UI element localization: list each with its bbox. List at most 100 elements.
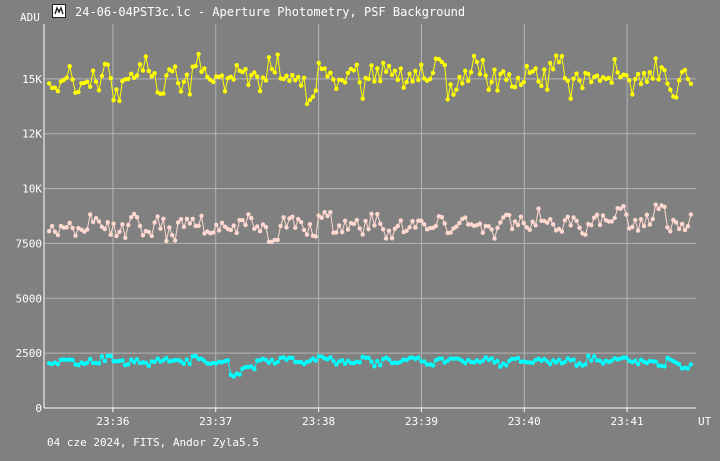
data-point: [284, 225, 289, 230]
data-point: [644, 212, 650, 217]
data-point: [381, 60, 386, 66]
data-point: [88, 356, 93, 362]
data-point: [463, 68, 468, 74]
data-point: [202, 66, 207, 71]
data-point: [351, 221, 357, 227]
data-point: [190, 216, 195, 221]
data-point: [228, 74, 233, 80]
data-point: [662, 68, 667, 73]
data-point: [468, 70, 474, 75]
data-point: [565, 214, 570, 219]
data-point: [665, 81, 670, 86]
data-point: [577, 225, 582, 230]
data-point: [313, 234, 318, 239]
data-point: [134, 215, 140, 220]
chart-series: [46, 51, 694, 379]
data-point: [64, 225, 69, 230]
data-point: [533, 223, 538, 228]
data-point: [252, 226, 257, 231]
data-point: [647, 70, 652, 75]
data-point: [633, 217, 638, 223]
data-point: [630, 224, 635, 230]
data-point: [240, 69, 245, 75]
data-point: [298, 83, 304, 88]
data-point: [662, 204, 667, 210]
data-point: [246, 82, 251, 88]
data-point: [222, 89, 228, 94]
data-point: [410, 79, 415, 84]
data-point: [404, 79, 409, 85]
data-point: [562, 218, 568, 223]
data-point: [512, 85, 518, 90]
data-point: [685, 366, 691, 371]
data-point: [366, 355, 371, 360]
data-point: [612, 57, 617, 62]
app-logo-icon[interactable]: [52, 4, 66, 18]
data-point: [219, 73, 225, 78]
data-point: [688, 212, 694, 217]
data-point: [363, 218, 368, 224]
data-point: [178, 89, 184, 94]
data-point: [255, 74, 260, 79]
data-point: [243, 222, 248, 228]
data-point: [597, 222, 603, 228]
data-point: [630, 92, 635, 97]
data-point: [193, 63, 198, 69]
data-point: [612, 215, 617, 221]
data-point: [328, 355, 333, 360]
data-point: [269, 66, 274, 72]
data-point: [123, 235, 128, 240]
data-point: [545, 359, 550, 364]
data-point: [342, 80, 348, 85]
data-point: [278, 223, 283, 229]
data-point: [266, 55, 272, 60]
data-point: [266, 360, 272, 365]
data-point: [515, 75, 521, 81]
data-point: [419, 218, 424, 223]
data-point: [404, 228, 409, 233]
data-point: [542, 356, 547, 362]
data-point: [448, 230, 453, 235]
data-point: [545, 220, 550, 225]
series-line-pink: [48, 203, 692, 243]
data-point: [76, 362, 81, 368]
data-point: [88, 212, 93, 217]
data-point: [553, 53, 559, 58]
data-point: [281, 76, 286, 82]
data-point: [55, 361, 61, 367]
data-point: [366, 227, 371, 232]
data-point: [272, 70, 277, 75]
data-point: [375, 358, 380, 364]
y-tick-label: 2500: [16, 347, 43, 360]
data-point: [559, 229, 565, 234]
data-point: [624, 73, 629, 78]
y-tick-label: 0: [35, 402, 42, 415]
data-point: [580, 85, 585, 91]
data-point: [656, 206, 661, 212]
data-point: [568, 223, 573, 228]
data-point: [589, 358, 594, 363]
data-point: [633, 76, 638, 82]
data-point: [249, 364, 254, 369]
data-point: [589, 223, 594, 228]
data-point: [340, 358, 345, 363]
data-point: [489, 356, 494, 361]
data-point: [357, 226, 362, 231]
data-point: [102, 358, 108, 364]
data-point: [70, 225, 75, 231]
data-point: [108, 353, 113, 359]
data-point: [512, 219, 518, 224]
data-point: [301, 75, 307, 81]
data-point: [149, 74, 154, 79]
data-point: [307, 222, 313, 227]
data-point: [143, 54, 148, 59]
x-tick-label: 23:40: [508, 415, 541, 428]
data-point: [275, 237, 280, 243]
data-point: [170, 69, 175, 74]
data-point: [439, 356, 444, 361]
data-point: [556, 226, 562, 232]
data-point: [653, 202, 658, 207]
data-point: [199, 69, 204, 75]
data-point: [143, 360, 148, 365]
